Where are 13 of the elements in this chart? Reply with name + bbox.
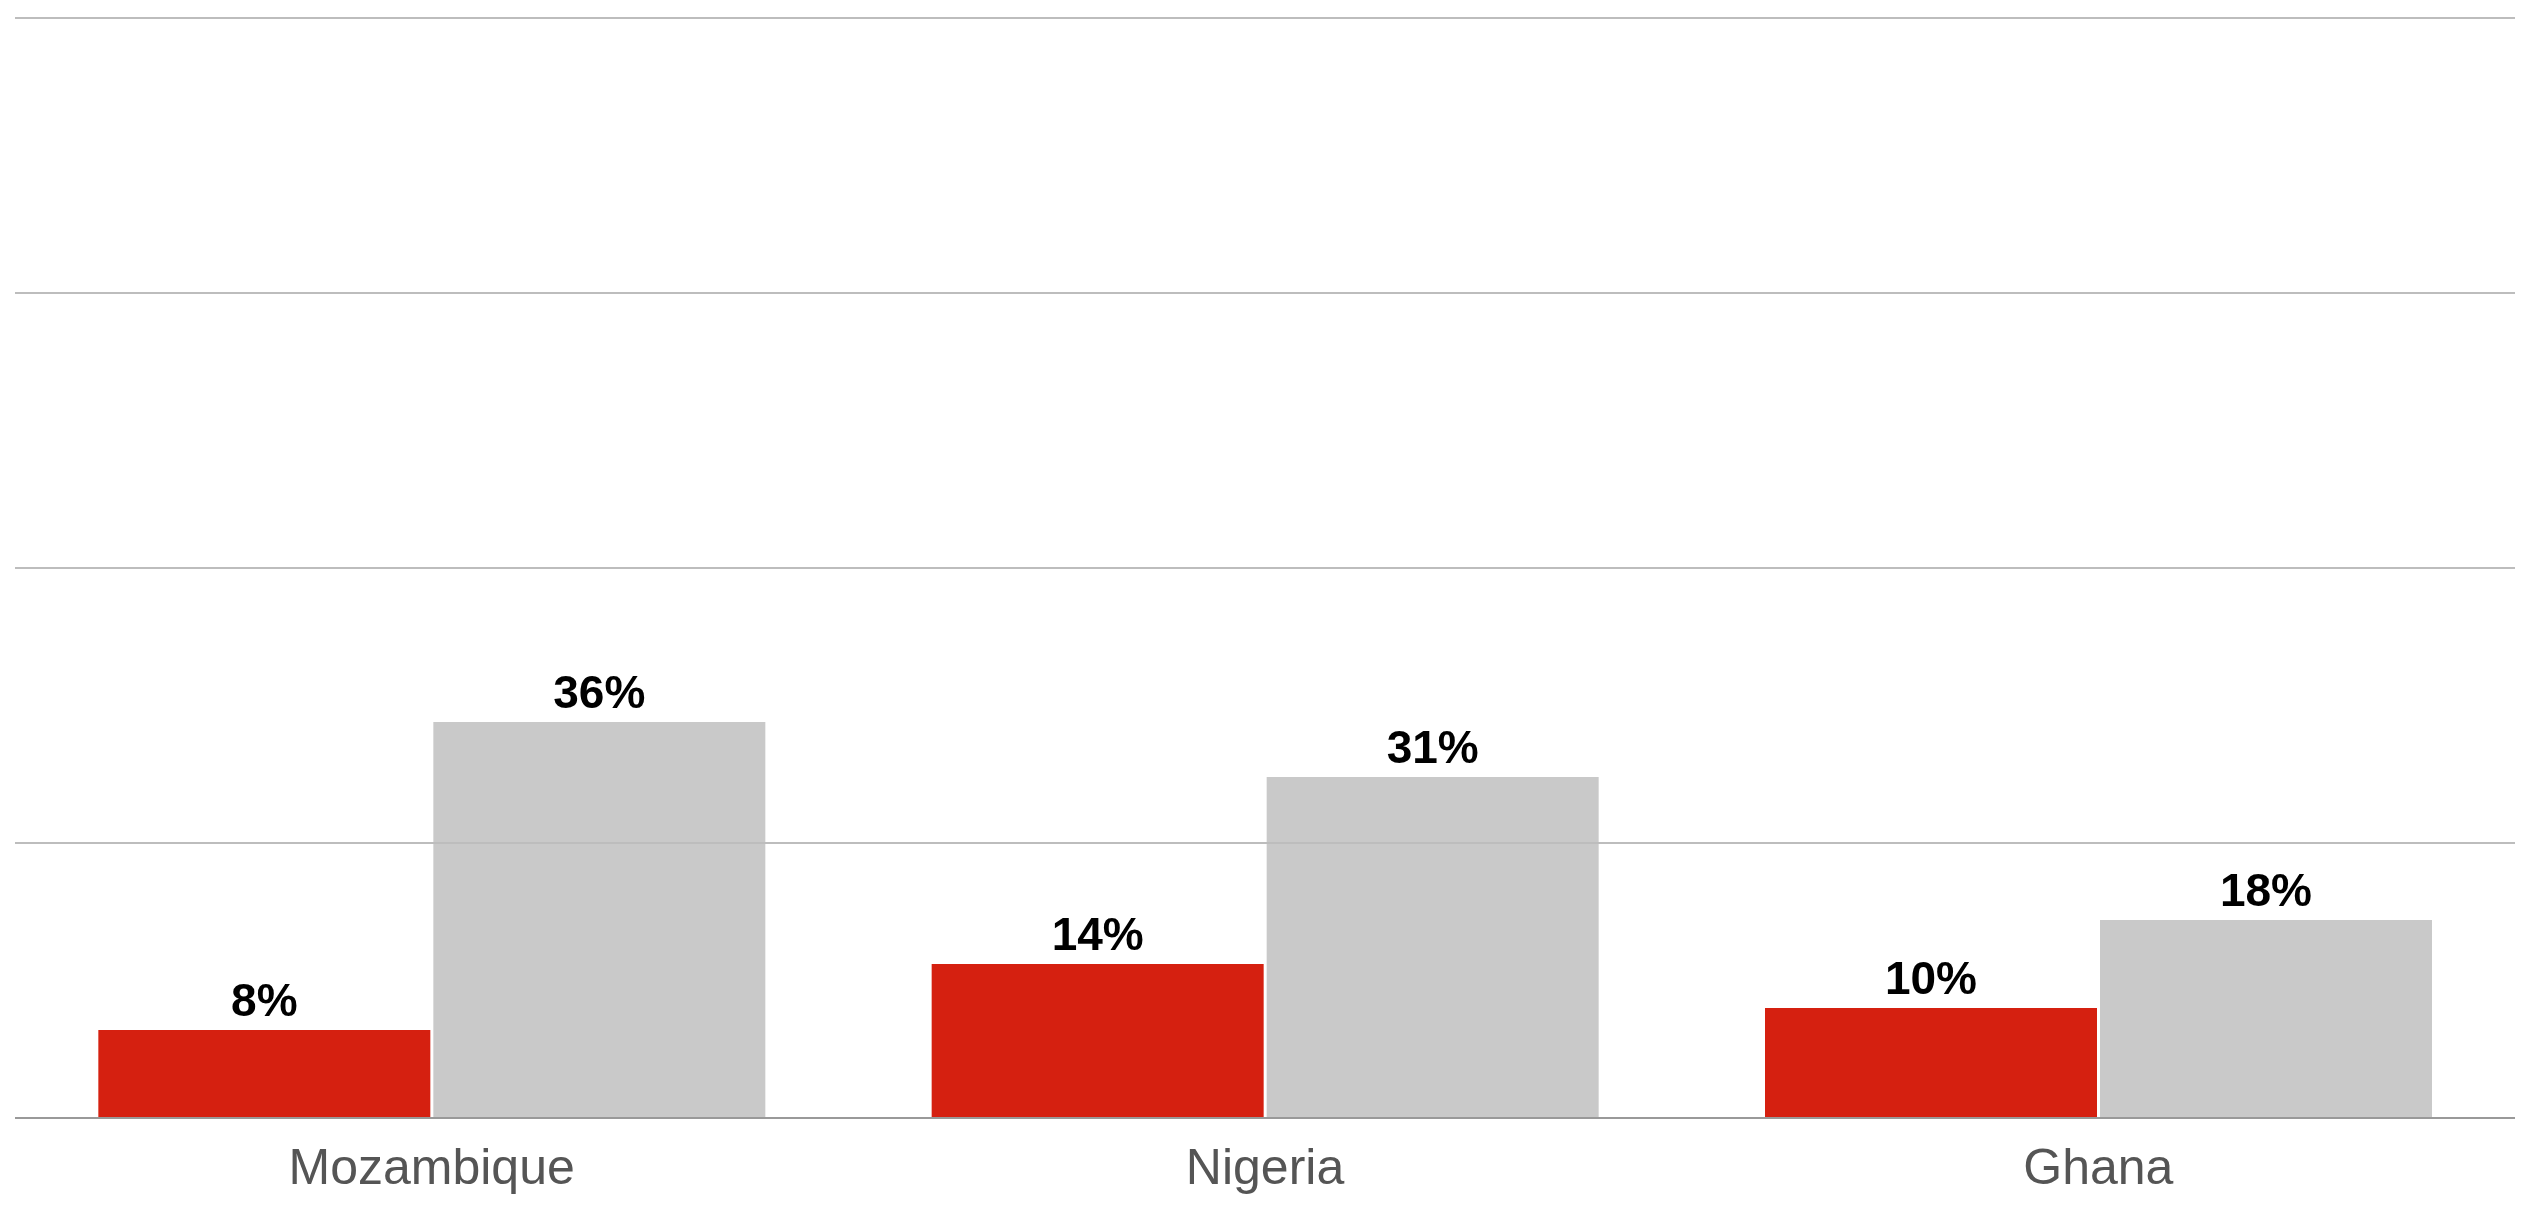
data-label: 31% bbox=[1386, 721, 1479, 773]
x-tick-label: Ghana bbox=[2023, 1138, 2174, 1195]
data-label: 10% bbox=[1884, 952, 1978, 1004]
data-label: 18% bbox=[2219, 864, 2313, 916]
bar bbox=[2100, 920, 2432, 1118]
bar bbox=[931, 964, 1264, 1118]
data-label: 8% bbox=[231, 974, 298, 1026]
x-tick-label: Nigeria bbox=[1185, 1138, 1345, 1195]
data-label: 14% bbox=[1051, 908, 1144, 960]
bar bbox=[98, 1030, 431, 1118]
bar bbox=[1765, 1008, 2097, 1118]
x-tick-label: Mozambique bbox=[288, 1138, 575, 1195]
data-label: 36% bbox=[553, 666, 646, 718]
